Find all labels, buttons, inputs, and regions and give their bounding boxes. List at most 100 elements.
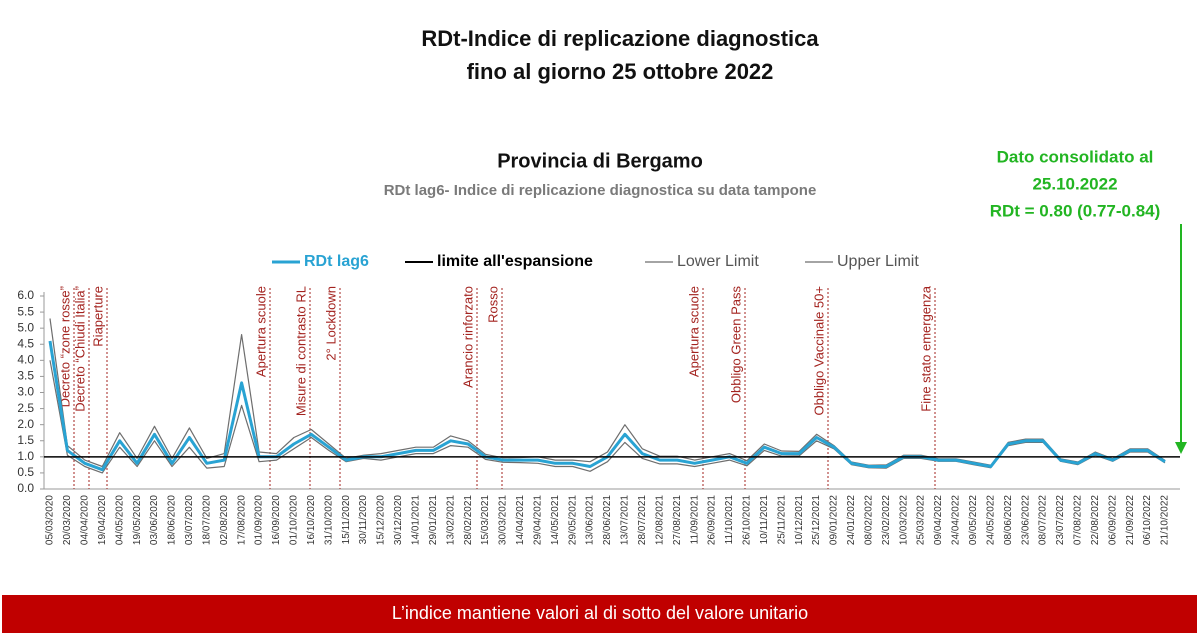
x-tick-label: 26/09/2021 — [707, 495, 718, 545]
annotation-label: Apertura scuole — [253, 286, 268, 377]
x-tick-label: 30/03/2021 — [498, 495, 509, 545]
footer-text: L’indice mantiene valori al di sotto del… — [392, 603, 808, 623]
x-tick-label: 19/05/2020 — [132, 495, 143, 545]
x-tick-label: 15/03/2021 — [480, 495, 491, 545]
x-tick-label: 25/11/2021 — [776, 495, 787, 545]
x-tick-label: 26/10/2021 — [742, 495, 753, 545]
y-tick-label: 5.5 — [17, 304, 34, 318]
x-tick-label: 28/02/2021 — [463, 495, 474, 545]
annotation-label: Apertura scuole — [686, 286, 701, 377]
x-tick-label: 23/07/2022 — [1055, 495, 1066, 545]
annotation-label: Misure di contrasto RL — [293, 286, 308, 416]
x-tick-label: 19/04/2020 — [97, 495, 108, 545]
x-tick-label: 04/05/2020 — [114, 495, 125, 545]
callout-line: RDt = 0.80 (0.77-0.84) — [990, 201, 1161, 220]
x-tick-label: 29/01/2021 — [428, 495, 439, 545]
x-tick-label: 08/02/2022 — [863, 495, 874, 545]
x-tick-label: 10/12/2021 — [794, 495, 805, 545]
x-tick-label: 16/10/2020 — [306, 495, 317, 545]
y-tick-label: 4.5 — [17, 336, 34, 350]
x-tick-label: 30/12/2020 — [393, 495, 404, 545]
x-tick-label: 10/03/2022 — [898, 495, 909, 545]
y-tick-label: 3.0 — [17, 385, 34, 399]
x-tick-label: 07/08/2022 — [1073, 495, 1084, 545]
callout-line: 25.10.2022 — [1032, 174, 1117, 193]
callout-line: Dato consolidato al — [997, 147, 1154, 166]
page-title-line: fino al giorno 25 ottobre 2022 — [467, 59, 774, 84]
x-tick-label: 03/07/2020 — [184, 495, 195, 545]
series-line — [49, 318, 1166, 468]
x-tick-label: 25/03/2022 — [916, 495, 927, 545]
x-tick-label: 01/10/2020 — [289, 495, 300, 545]
annotation-label: Decreto “Chiudi Italia” — [72, 286, 87, 412]
y-tick-label: 4.0 — [17, 353, 34, 367]
series-line — [48, 340, 1166, 472]
x-tick-label: 23/02/2022 — [881, 495, 892, 545]
chart-subtitle: RDt lag6- Indice di replicazione diagnos… — [384, 182, 817, 199]
legend-label: limite all'espansione — [437, 253, 593, 270]
x-tick-label: 13/02/2021 — [445, 495, 456, 545]
annotation-label: Fine stato emergenza — [918, 285, 933, 412]
x-tick-label: 21/09/2022 — [1125, 495, 1136, 545]
y-tick-label: 0.5 — [17, 465, 34, 479]
x-tick-label: 20/03/2020 — [62, 495, 73, 545]
x-tick-label: 27/08/2021 — [672, 495, 683, 545]
x-tick-label: 29/04/2021 — [532, 495, 543, 545]
x-tick-label: 06/09/2022 — [1107, 495, 1118, 545]
footer-banner — [2, 595, 1197, 633]
x-tick-label: 11/09/2021 — [689, 495, 700, 545]
x-tick-label: 09/04/2022 — [933, 495, 944, 545]
x-tick-label: 02/08/2020 — [219, 495, 230, 545]
x-tick-label: 24/01/2022 — [846, 495, 857, 545]
x-tick-label: 13/06/2021 — [585, 495, 596, 545]
annotation-label: Obbligo Green Pass — [728, 286, 743, 404]
x-tick-label: 08/07/2022 — [1038, 495, 1049, 545]
x-tick-label: 03/06/2020 — [149, 495, 160, 545]
x-tick-label: 21/10/2022 — [1160, 495, 1171, 545]
callout-arrowhead — [1175, 442, 1187, 454]
y-tick-label: 5.0 — [17, 320, 34, 334]
x-tick-label: 14/05/2021 — [550, 495, 561, 545]
annotation-label: Decreto “zone rosse” — [57, 286, 72, 407]
annotation-label: Obbligo Vaccinale 50+ — [811, 286, 826, 416]
x-tick-label: 14/04/2021 — [515, 495, 526, 545]
x-tick-label: 28/07/2021 — [637, 495, 648, 545]
x-tick-label: 29/05/2021 — [567, 495, 578, 545]
x-tick-label: 11/10/2021 — [724, 495, 735, 545]
annotation-label: Riaperture — [90, 286, 105, 347]
x-tick-label: 22/08/2022 — [1090, 495, 1101, 545]
y-tick-label: 1.0 — [17, 449, 34, 463]
page-title-line: RDt-Indice di replicazione diagnostica — [421, 26, 819, 51]
x-tick-label: 09/05/2022 — [968, 495, 979, 545]
x-tick-label: 30/11/2020 — [358, 495, 369, 545]
x-tick-label: 09/01/2022 — [829, 495, 840, 545]
x-tick-label: 25/12/2021 — [811, 495, 822, 545]
legend-label: Lower Limit — [677, 253, 759, 270]
y-tick-label: 1.5 — [17, 433, 34, 447]
x-tick-label: 12/08/2021 — [654, 495, 665, 545]
legend-label: RDt lag6 — [304, 253, 369, 270]
x-tick-label: 24/04/2022 — [951, 495, 962, 545]
x-tick-label: 05/03/2020 — [45, 495, 56, 545]
y-tick-label: 6.0 — [17, 288, 34, 302]
y-tick-label: 2.5 — [17, 401, 34, 415]
x-tick-label: 08/06/2022 — [1003, 495, 1014, 545]
x-tick-label: 16/09/2020 — [271, 495, 282, 545]
x-tick-label: 18/06/2020 — [167, 495, 178, 545]
x-tick-label: 04/04/2020 — [79, 495, 90, 545]
annotation-label: Rosso — [485, 286, 500, 323]
chart-title: Provincia di Bergamo — [497, 150, 703, 172]
annotation-label: Arancio rinforzato — [460, 286, 475, 388]
x-tick-label: 24/05/2022 — [985, 495, 996, 545]
y-tick-label: 0.0 — [17, 481, 34, 495]
x-tick-label: 15/11/2020 — [341, 495, 352, 545]
x-tick-label: 13/07/2021 — [620, 495, 631, 545]
legend-label: Upper Limit — [837, 253, 919, 270]
x-tick-label: 10/11/2021 — [759, 495, 770, 545]
y-tick-label: 3.5 — [17, 369, 34, 383]
annotation-label: 2° Lockdown — [323, 286, 338, 361]
x-tick-label: 31/10/2020 — [323, 495, 334, 545]
y-tick-label: 2.0 — [17, 417, 34, 431]
x-tick-label: 15/12/2020 — [376, 495, 387, 545]
